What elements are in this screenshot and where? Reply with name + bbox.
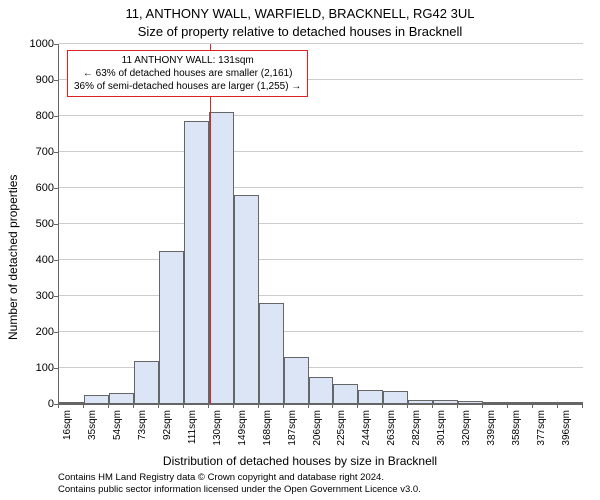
histogram-bar bbox=[483, 402, 508, 404]
gridline bbox=[59, 187, 583, 188]
histogram-bar bbox=[184, 121, 209, 404]
x-tick-mark bbox=[183, 404, 184, 408]
histogram-bar bbox=[533, 402, 558, 404]
y-tick-label: 600 bbox=[14, 182, 54, 194]
x-tick-mark bbox=[58, 404, 59, 408]
x-tick-mark bbox=[407, 404, 408, 408]
x-tick-mark bbox=[233, 404, 234, 408]
x-tick-mark bbox=[532, 404, 533, 408]
x-tick-mark bbox=[258, 404, 259, 408]
chart-subtitle: Size of property relative to detached ho… bbox=[0, 24, 600, 39]
x-tick-mark bbox=[108, 404, 109, 408]
histogram-bar bbox=[209, 112, 234, 404]
x-tick-mark bbox=[332, 404, 333, 408]
x-tick-mark bbox=[133, 404, 134, 408]
histogram-bar bbox=[408, 400, 433, 404]
gridline bbox=[59, 223, 583, 224]
histogram-bar bbox=[84, 395, 109, 404]
histogram-bar bbox=[383, 391, 408, 404]
histogram-bar bbox=[234, 195, 259, 404]
histogram-bar bbox=[508, 402, 533, 404]
gridline bbox=[59, 331, 583, 332]
footer-line-2: Contains public sector information licen… bbox=[58, 484, 582, 496]
y-tick-label: 900 bbox=[14, 74, 54, 86]
x-tick-mark bbox=[283, 404, 284, 408]
histogram-bar bbox=[358, 390, 383, 404]
x-tick-mark bbox=[382, 404, 383, 408]
histogram-bar bbox=[458, 401, 483, 404]
gridline bbox=[59, 151, 583, 152]
x-tick-mark bbox=[457, 404, 458, 408]
plot-area: 11 ANTHONY WALL: 131sqm← 63% of detached… bbox=[58, 44, 583, 405]
histogram-bar bbox=[333, 384, 358, 404]
gridline bbox=[59, 295, 583, 296]
histogram-bar bbox=[433, 400, 458, 404]
annotation-line: 11 ANTHONY WALL: 131sqm bbox=[74, 54, 301, 67]
property-size-chart: 11, ANTHONY WALL, WARFIELD, BRACKNELL, R… bbox=[0, 0, 600, 500]
x-tick-mark bbox=[557, 404, 558, 408]
y-tick-label: 1000 bbox=[14, 38, 54, 50]
histogram-bar bbox=[159, 251, 184, 404]
x-tick-mark bbox=[83, 404, 84, 408]
x-tick-mark bbox=[158, 404, 159, 408]
x-tick-mark bbox=[582, 404, 583, 408]
histogram-bar bbox=[259, 303, 284, 404]
y-tick-label: 500 bbox=[14, 218, 54, 230]
x-tick-mark bbox=[482, 404, 483, 408]
x-tick-mark bbox=[208, 404, 209, 408]
histogram-bar bbox=[109, 393, 134, 404]
y-tick-label: 300 bbox=[14, 290, 54, 302]
gridline bbox=[59, 115, 583, 116]
histogram-bar bbox=[59, 402, 84, 404]
x-tick-mark bbox=[308, 404, 309, 408]
annotation-line: ← 63% of detached houses are smaller (2,… bbox=[74, 67, 301, 80]
histogram-bar bbox=[134, 361, 159, 404]
x-axis-label: Distribution of detached houses by size … bbox=[0, 454, 600, 468]
y-tick-label: 800 bbox=[14, 110, 54, 122]
annotation-line: 36% of semi-detached houses are larger (… bbox=[74, 80, 301, 93]
histogram-bar bbox=[284, 357, 309, 404]
gridline bbox=[59, 259, 583, 260]
annotation-box: 11 ANTHONY WALL: 131sqm← 63% of detached… bbox=[67, 50, 308, 97]
histogram-bar bbox=[558, 402, 583, 404]
y-tick-label: 700 bbox=[14, 146, 54, 158]
gridline bbox=[59, 43, 583, 44]
y-tick-label: 200 bbox=[14, 326, 54, 338]
y-tick-label: 100 bbox=[14, 362, 54, 374]
footer-line-1: Contains HM Land Registry data © Crown c… bbox=[58, 472, 582, 484]
histogram-bar bbox=[309, 377, 334, 404]
chart-title-address: 11, ANTHONY WALL, WARFIELD, BRACKNELL, R… bbox=[0, 6, 600, 21]
property-marker-line bbox=[210, 44, 211, 404]
y-tick-label: 400 bbox=[14, 254, 54, 266]
y-tick-label: 0 bbox=[14, 398, 54, 410]
x-tick-mark bbox=[507, 404, 508, 408]
footer-attribution: Contains HM Land Registry data © Crown c… bbox=[58, 472, 582, 496]
x-tick-mark bbox=[357, 404, 358, 408]
x-tick-mark bbox=[432, 404, 433, 408]
